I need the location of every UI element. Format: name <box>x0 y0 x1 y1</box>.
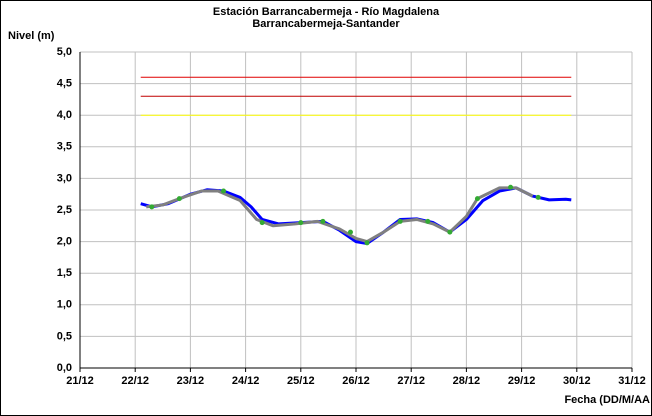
data-point <box>535 194 541 200</box>
y-tick-label: 0,0 <box>57 362 72 374</box>
x-tick-label: 29/12 <box>508 375 536 387</box>
x-tick-label: 21/12 <box>66 375 94 387</box>
x-tick-label: 25/12 <box>287 375 315 387</box>
x-tick-label: 26/12 <box>342 375 370 387</box>
chart-subtitle: Barrancabermeja-Santander <box>252 18 400 30</box>
data-point <box>425 218 431 224</box>
data-point <box>176 196 182 202</box>
data-point <box>347 229 353 235</box>
y-tick-label: 1,5 <box>57 267 72 279</box>
y-tick-label: 3,5 <box>57 141 72 153</box>
data-point <box>447 229 453 235</box>
x-axis-title: Fecha (DD/M/AA <box>564 394 650 406</box>
data-point <box>149 204 155 210</box>
x-tick-label: 28/12 <box>453 375 481 387</box>
chart-title: Estación Barrancabermeja - Río Magdalena <box>213 6 440 18</box>
data-point <box>364 240 370 246</box>
y-axis-title: Nivel (m) <box>8 30 55 42</box>
y-tick-label: 2,5 <box>57 204 72 216</box>
x-tick-label: 27/12 <box>397 375 425 387</box>
x-tick-label: 31/12 <box>618 375 646 387</box>
x-tick-label: 22/12 <box>121 375 149 387</box>
series-line <box>146 186 534 244</box>
data-point <box>298 220 304 226</box>
y-tick-label: 4,5 <box>57 78 72 90</box>
data-point <box>221 188 227 194</box>
y-tick-label: 1,0 <box>57 299 72 311</box>
x-tick-label: 30/12 <box>563 375 591 387</box>
data-point <box>259 220 265 226</box>
data-point <box>397 218 403 224</box>
data-point <box>474 196 480 202</box>
data-point <box>320 218 326 224</box>
x-tick-label: 24/12 <box>232 375 260 387</box>
y-tick-label: 3,0 <box>57 172 72 184</box>
x-tick-label: 23/12 <box>177 375 205 387</box>
y-tick-label: 0,5 <box>57 330 72 342</box>
y-tick-label: 2,0 <box>57 236 72 248</box>
y-tick-label: 4,0 <box>57 109 72 121</box>
data-point <box>508 184 514 190</box>
y-tick-label: 5,0 <box>57 46 72 58</box>
